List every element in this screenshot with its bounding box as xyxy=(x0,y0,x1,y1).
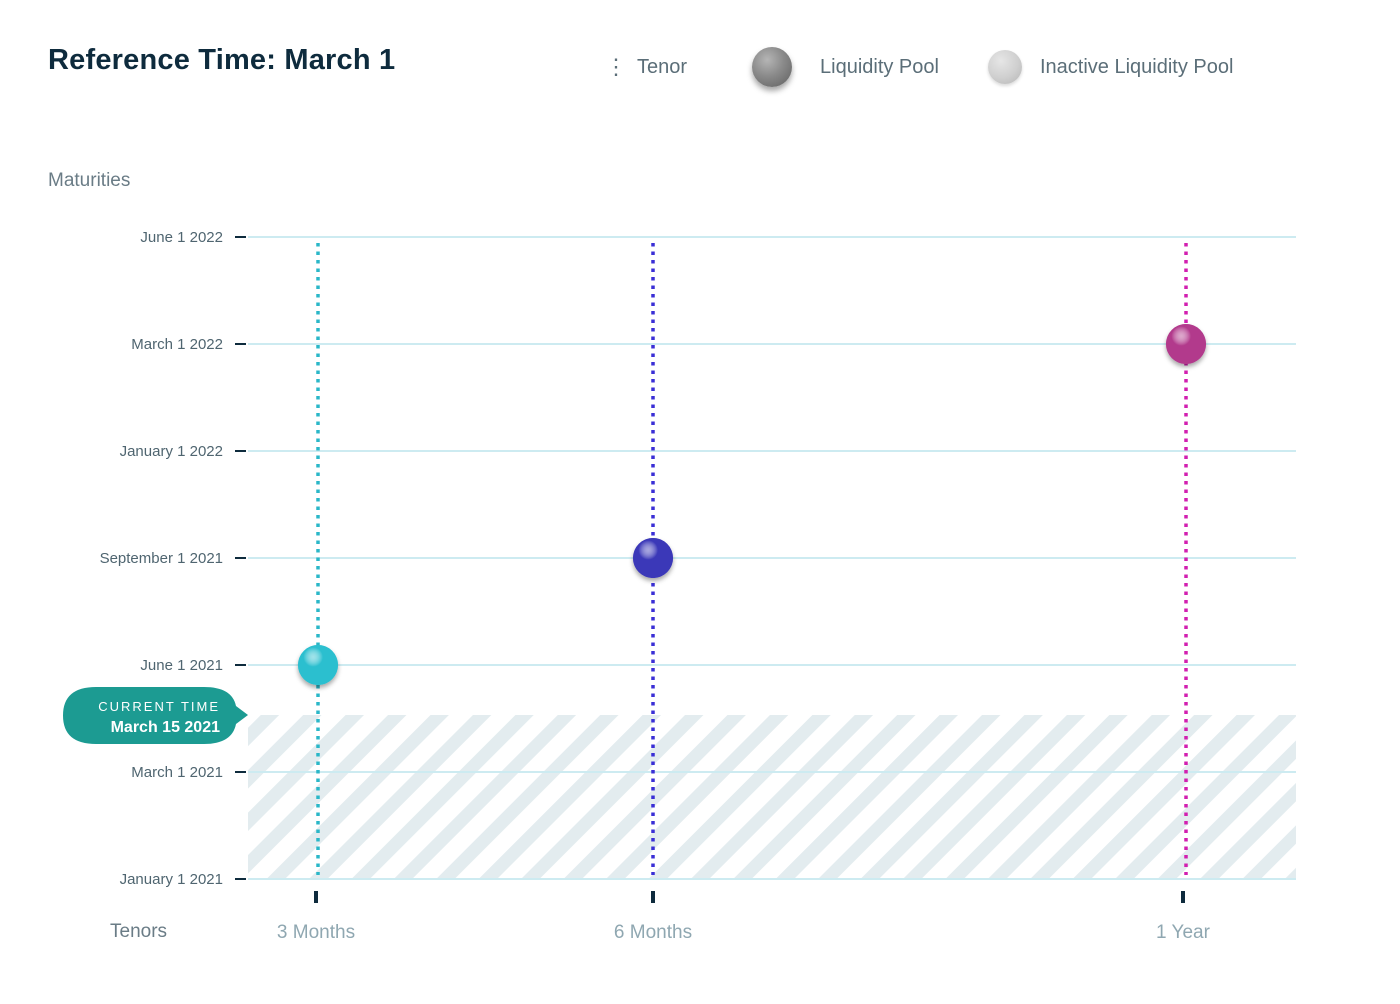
liquidity-pool-point-shine xyxy=(298,645,338,685)
y-tick-label: June 1 2021 xyxy=(140,657,223,674)
current-time-marker xyxy=(63,687,248,744)
liquidity-pool-point-shine xyxy=(633,538,673,578)
dotted-line-icon: ⋮ xyxy=(605,54,627,79)
legend-pool-label: Liquidity Pool xyxy=(820,55,939,78)
legend-inactive-pool-label: Inactive Liquidity Pool xyxy=(1040,55,1234,78)
y-tick-label: January 1 2022 xyxy=(120,443,223,460)
y-tick-label: January 1 2021 xyxy=(120,871,223,888)
x-tick-label: 1 Year xyxy=(1156,922,1211,943)
x-axis-title: Tenors xyxy=(110,921,168,942)
legend-tenor: ⋮ Tenor xyxy=(605,46,687,88)
past-region xyxy=(248,715,1296,879)
current-time-date: March 15 2021 xyxy=(111,719,221,736)
y-axis-title: Maturities xyxy=(48,170,131,191)
current-time-label: CURRENT TIME xyxy=(98,699,220,714)
legend-tenor-label: Tenor xyxy=(637,55,688,78)
inactive-sphere-icon xyxy=(988,50,1022,84)
legend-inactive-pool: Inactive Liquidity Pool xyxy=(988,46,1233,88)
liquidity-pool-point-shine xyxy=(1166,324,1206,364)
page-title: Reference Time: March 1 xyxy=(48,44,396,76)
legend-pool: Liquidity Pool xyxy=(752,46,939,88)
y-tick-label: March 1 2021 xyxy=(131,764,223,781)
y-tick-label: March 1 2022 xyxy=(131,336,223,353)
y-tick-label: June 1 2022 xyxy=(140,229,223,246)
x-tick-label: 6 Months xyxy=(614,922,692,943)
x-tick-label: 3 Months xyxy=(277,922,355,943)
sphere-icon xyxy=(752,47,792,87)
y-tick-label: September 1 2021 xyxy=(100,550,223,567)
